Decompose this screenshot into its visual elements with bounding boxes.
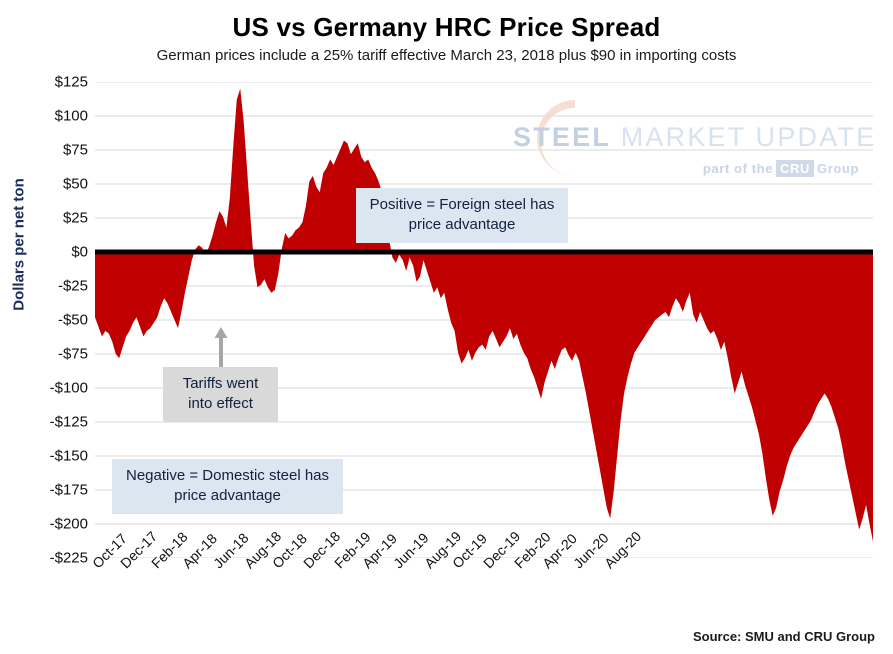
callout-positive-foreign-advantage: Positive = Foreign steel has price advan… bbox=[356, 188, 568, 243]
y-tick-12: -$175 bbox=[49, 481, 88, 499]
y-axis-tick-labels: $125 $100 $75 $50 $25 $0 -$25 -$50 -$75 -$100 -$12… bbox=[14, 74, 88, 567]
series-area-us-germany-spread bbox=[95, 88, 873, 542]
y-tick-1: $100 bbox=[54, 107, 88, 125]
y-tick-0: $125 bbox=[54, 73, 88, 91]
y-tick-5: $0 bbox=[71, 243, 88, 261]
y-tick-13: -$200 bbox=[49, 515, 88, 533]
y-tick-10: -$125 bbox=[49, 413, 88, 431]
y-tick-9: -$100 bbox=[49, 379, 88, 397]
y-tick-4: $25 bbox=[62, 209, 88, 227]
chart-title: US vs Germany HRC Price Spread bbox=[232, 12, 661, 42]
y-tick-8: -$75 bbox=[57, 345, 88, 363]
y-tick-6: -$25 bbox=[57, 277, 88, 295]
y-tick-11: -$150 bbox=[49, 447, 88, 465]
chart-subtitle: German prices include a 25% tariff effec… bbox=[156, 47, 737, 64]
callout-tariffs-went-into-effect: Tariffs went into effect bbox=[163, 367, 278, 423]
y-tick-14: -$225 bbox=[49, 549, 88, 567]
source-note: Source: SMU and CRU Group bbox=[692, 629, 875, 644]
y-tick-3: $50 bbox=[62, 175, 88, 193]
y-tick-7: -$50 bbox=[57, 311, 88, 329]
tariff-arrow-icon bbox=[214, 327, 228, 371]
y-tick-2: $75 bbox=[62, 141, 88, 159]
x-axis-tick-labels: Oct-17 Dec-17 Feb-18 Apr-18 Jun-18 Aug-18 Oct-… bbox=[89, 528, 873, 640]
callout-negative-domestic-advantage: Negative = Domestic steel has price adva… bbox=[112, 459, 343, 514]
